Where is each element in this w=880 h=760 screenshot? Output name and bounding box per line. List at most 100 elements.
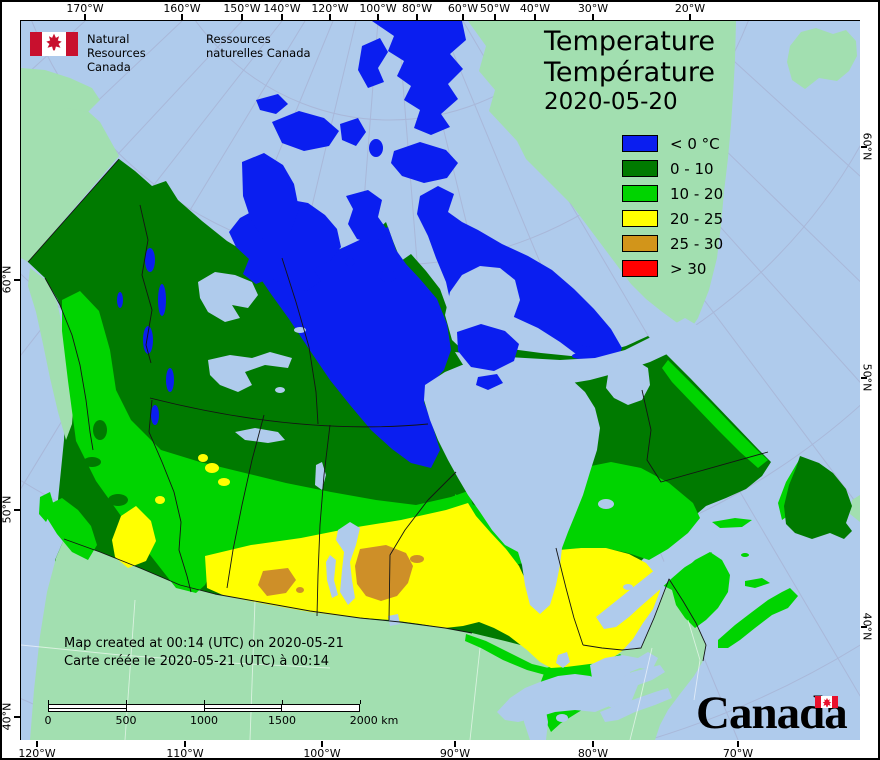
superior-north-shore — [465, 634, 577, 676]
graticule-tick — [377, 14, 379, 20]
great-slave-lake — [208, 352, 292, 392]
axis-label: 60°N — [860, 132, 874, 161]
graticule-tick — [592, 741, 594, 747]
lake-winnipeg — [336, 522, 360, 605]
scale-segment — [281, 704, 360, 712]
border-mb-on — [388, 471, 457, 621]
axis-label: 120°W — [311, 2, 349, 15]
scale-tick — [360, 700, 361, 704]
anticosti — [712, 518, 752, 528]
banks-island — [242, 153, 299, 244]
scale-segment — [48, 704, 127, 712]
legend-label: 25 - 30 — [670, 234, 724, 253]
scale-label: 1500 — [268, 714, 296, 727]
ungava-bay — [606, 360, 650, 405]
graticule-tick — [14, 279, 20, 281]
legend-swatch — [622, 260, 658, 277]
bc-valleys — [112, 506, 156, 568]
graticule-tick — [454, 741, 456, 747]
legend-label: > 30 — [670, 259, 707, 278]
regions-20-25 — [112, 454, 660, 668]
scale-tick — [282, 700, 283, 704]
legend-swatch — [622, 235, 658, 252]
scale-label: 2000 km — [349, 714, 399, 727]
greenland-land — [468, 21, 736, 330]
maple-leaf-icon — [46, 33, 62, 51]
baffin-island — [417, 186, 622, 369]
axis-label: 80°W — [577, 747, 609, 760]
title-block: Temperature Température 2020-05-20 — [544, 26, 715, 117]
cornwallis-island — [369, 139, 383, 157]
labrador-coast — [662, 360, 768, 468]
legend-swatch — [622, 185, 658, 202]
graticule-tick — [494, 14, 496, 20]
axel-heiberg — [358, 38, 388, 88]
graticule-tick — [181, 14, 183, 20]
graticule-tick — [241, 14, 243, 20]
scale-segment — [125, 704, 205, 712]
axis-label: 70°W — [722, 747, 754, 760]
legend-label: 0 - 10 — [670, 159, 714, 178]
lake-michigan — [522, 698, 548, 740]
border-us-west — [63, 538, 473, 634]
border-sk-mb — [316, 424, 331, 617]
map-title-fr: Température — [544, 57, 716, 88]
nrcan-header: Natural Resources Canada Ressources natu… — [30, 32, 326, 74]
scale-tick — [48, 700, 49, 704]
legend-row: 0 - 10 — [622, 156, 723, 181]
maple-leaf-icon — [822, 697, 831, 708]
graticule-tick — [861, 377, 867, 379]
map-date: 2020-05-20 — [544, 89, 678, 115]
legend-label: 20 - 25 — [670, 209, 724, 228]
new-brunswick — [672, 552, 730, 628]
legend-row: < 0 °C — [622, 131, 723, 156]
axis-label: 140°W — [263, 2, 301, 15]
axis-label: 40°W — [519, 2, 551, 15]
lake-nipigon — [556, 652, 570, 668]
edge-land — [850, 495, 860, 522]
legend-swatch — [622, 210, 658, 227]
axis-label: 50°W — [479, 2, 511, 15]
legend-swatch — [622, 135, 658, 152]
lake-manitoba — [326, 555, 338, 598]
axis-label: 20°W — [674, 2, 706, 15]
yellow-band — [205, 503, 660, 668]
scale-label: 1000 — [190, 714, 218, 727]
regions-10-20 — [39, 291, 801, 732]
alaska-panhandle — [28, 268, 74, 440]
great-bear-lake — [198, 272, 258, 322]
legend-row: 20 - 25 — [622, 206, 723, 231]
axis-label: 50°N — [0, 495, 14, 524]
pei — [745, 578, 770, 588]
ungava-strip — [566, 330, 604, 347]
bay-islands — [457, 324, 519, 390]
scale-bar-segments — [48, 700, 361, 712]
graticule-tick — [861, 146, 867, 148]
axis-label: 80°W — [401, 2, 433, 15]
graticule-tick — [36, 741, 38, 747]
inland-waters — [198, 266, 719, 740]
agency-name-en: Natural Resources Canada — [87, 32, 146, 74]
legend-swatch — [622, 160, 658, 177]
regions-below-0 — [117, 21, 622, 468]
axis-label: 110°W — [166, 747, 204, 760]
graticule-tick — [592, 14, 594, 20]
axis-label: 60°W — [447, 2, 479, 15]
iceland-land — [787, 28, 857, 89]
axis-label: 60°N — [0, 265, 14, 294]
hudson-strait — [455, 318, 705, 385]
border-qc-nl — [641, 389, 769, 483]
melville-island — [272, 111, 339, 151]
map-canvas — [21, 21, 860, 740]
graticule-tick — [689, 14, 691, 20]
scale-segment — [203, 704, 283, 712]
axis-label: 30°W — [577, 2, 609, 15]
scale-bar: 0 500 1000 1500 2000 km — [45, 700, 398, 728]
legend-row: > 30 — [622, 256, 723, 281]
graticule-tick — [861, 626, 867, 628]
axis-label: 150°W — [223, 2, 261, 15]
map-credits: Map created at 00:14 (UTC) on 2020-05-21… — [64, 635, 344, 671]
nova-scotia — [718, 588, 798, 648]
border-60n — [149, 397, 429, 428]
